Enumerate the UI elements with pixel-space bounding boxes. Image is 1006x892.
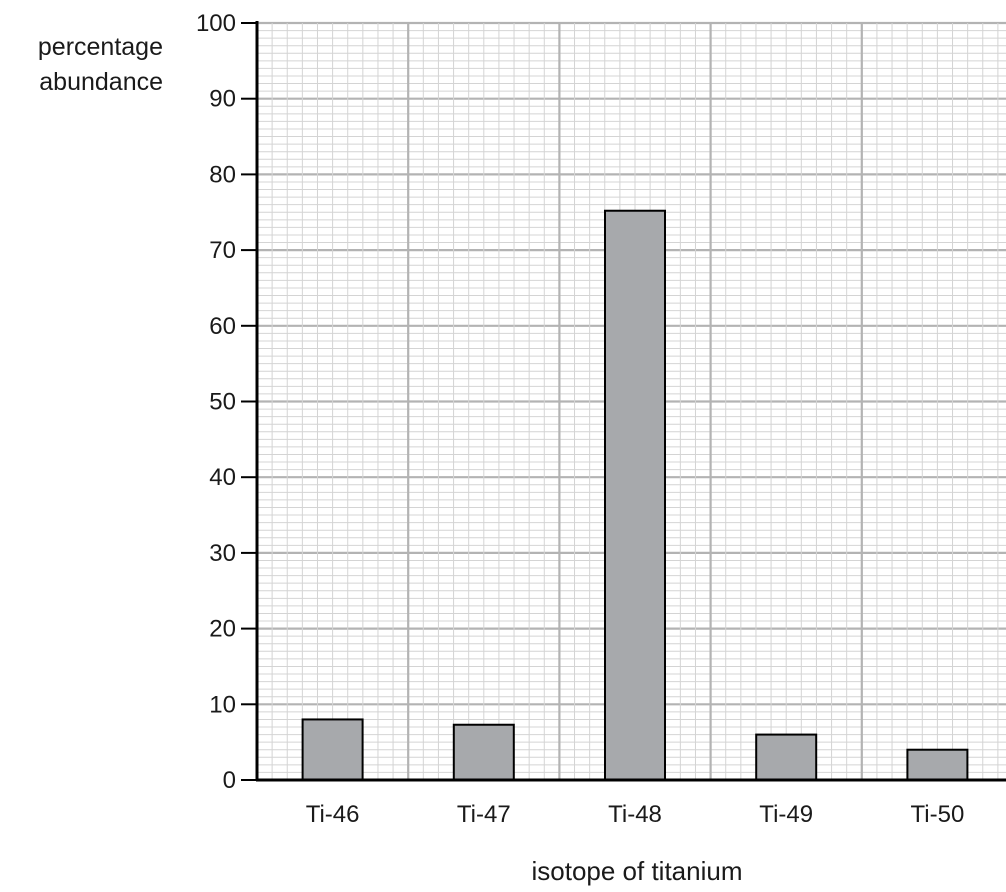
x-category-label-ti-48: Ti-48 — [608, 801, 662, 828]
chart-axes — [241, 21, 1006, 782]
y-tick-label-70: 70 — [209, 237, 236, 264]
y-tick-label-0: 0 — [223, 767, 236, 794]
x-category-label-ti-46: Ti-46 — [306, 801, 360, 828]
y-axis-label-line-1: percentage — [38, 33, 163, 61]
bar-ti-47 — [452, 723, 515, 782]
bar-ti-46 — [301, 718, 364, 782]
y-tick-label-40: 40 — [209, 464, 236, 491]
bar-ti-48 — [604, 209, 666, 781]
bar-ti-50 — [906, 748, 969, 781]
y-tick-label-30: 30 — [209, 540, 236, 567]
y-axis-label-line-2: abundance — [39, 68, 163, 96]
x-category-label-ti-50: Ti-50 — [911, 801, 965, 828]
x-category-label-ti-49: Ti-49 — [759, 801, 813, 828]
y-tick-label-50: 50 — [209, 389, 236, 416]
y-tick-label-100: 100 — [196, 10, 236, 37]
x-axis-label: isotope of titanium — [531, 856, 742, 886]
bar-ti-49 — [755, 733, 818, 782]
y-tick-label-20: 20 — [209, 616, 236, 643]
chart-bars — [301, 209, 969, 782]
y-tick-label-60: 60 — [209, 313, 236, 340]
y-tick-label-80: 80 — [209, 161, 236, 188]
y-tick-label-10: 10 — [209, 691, 236, 718]
y-tick-label-90: 90 — [209, 86, 236, 113]
y-tick-labels: 0 10 20 30 40 50 60 70 80 90 100 — [196, 10, 236, 794]
x-category-label-ti-47: Ti-47 — [457, 801, 511, 828]
x-category-labels: Ti-46 Ti-47 Ti-48 Ti-49 Ti-50 — [306, 801, 965, 828]
